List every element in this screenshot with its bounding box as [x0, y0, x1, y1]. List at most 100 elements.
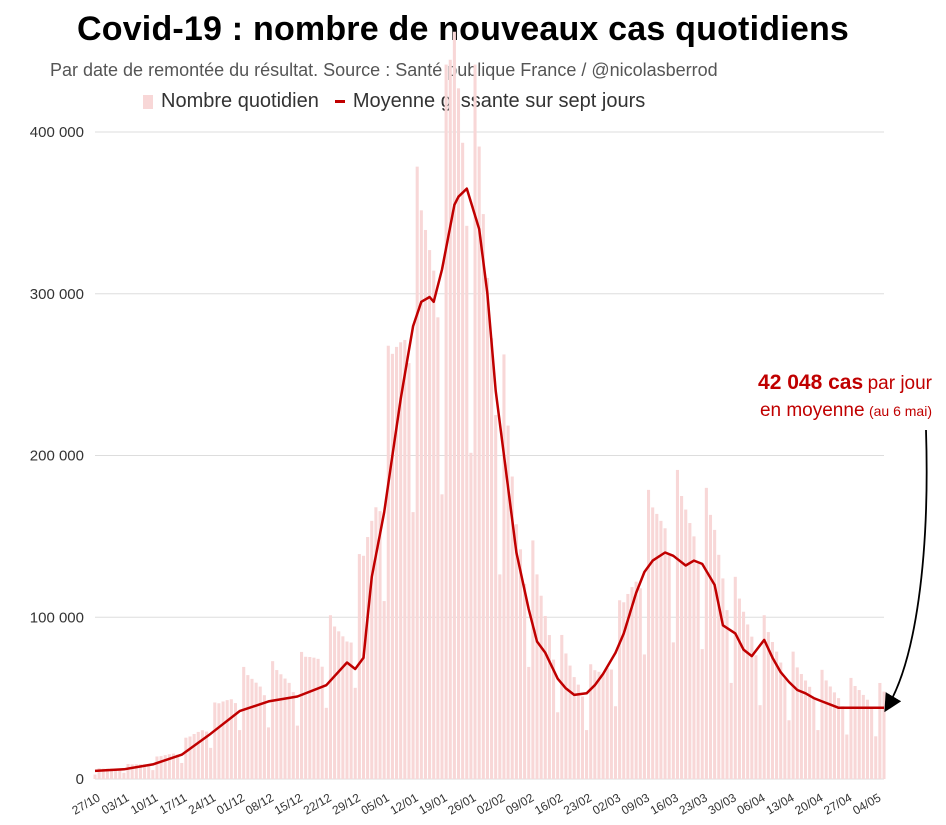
- daily-bar: [171, 753, 176, 779]
- daily-bar: [114, 768, 118, 779]
- daily-bar: [341, 636, 345, 779]
- daily-bar: [262, 695, 266, 779]
- daily-bar: [300, 651, 304, 779]
- daily-bar: [122, 772, 126, 779]
- daily-bar: [527, 666, 531, 779]
- x-tick-label: 05/01: [359, 790, 392, 817]
- daily-bar: [361, 555, 366, 779]
- x-tick-label: 27/10: [69, 790, 102, 817]
- daily-bar: [663, 528, 667, 779]
- daily-bar: [308, 656, 312, 779]
- daily-bar: [828, 686, 832, 779]
- daily-bar: [217, 703, 221, 779]
- daily-bar: [680, 495, 684, 779]
- daily-bar: [176, 754, 180, 779]
- daily-bar: [585, 730, 589, 779]
- daily-bar: [708, 514, 713, 779]
- daily-bar: [775, 651, 779, 779]
- daily-bar: [853, 685, 857, 779]
- daily-bar: [849, 677, 853, 779]
- daily-bar: [518, 549, 523, 779]
- daily-bar: [242, 666, 246, 779]
- x-tick-label: 29/12: [330, 790, 363, 817]
- x-tick-label: 27/04: [821, 790, 854, 817]
- x-tick-label: 17/11: [157, 790, 190, 817]
- daily-bar: [568, 665, 572, 779]
- daily-bar: [357, 554, 361, 779]
- x-tick-label: 24/11: [186, 790, 219, 817]
- daily-bar: [238, 730, 242, 779]
- daily-bar: [452, 31, 456, 779]
- daily-bar: [779, 662, 783, 779]
- daily-bar: [349, 642, 353, 779]
- daily-bar: [746, 624, 750, 779]
- daily-bar: [737, 598, 741, 779]
- daily-bar: [770, 641, 775, 779]
- x-tick-label: 06/04: [735, 790, 768, 817]
- y-tick-label: 100 000: [30, 609, 84, 626]
- daily-bar: [688, 523, 692, 779]
- daily-bar: [163, 755, 167, 779]
- daily-bar: [390, 353, 394, 779]
- daily-bar: [151, 770, 155, 779]
- legend-bar-label: Nombre quotidien: [161, 90, 319, 112]
- daily-bar: [642, 654, 646, 779]
- daily-bar: [138, 764, 142, 779]
- daily-bar: [423, 229, 428, 779]
- daily-bar: [233, 703, 237, 779]
- x-tick-label: 04/05: [850, 790, 883, 817]
- daily-bar: [572, 677, 576, 779]
- x-tick-label: 03/11: [99, 790, 132, 817]
- daily-bar: [271, 661, 275, 779]
- daily-bar: [634, 581, 638, 779]
- daily-bar: [345, 641, 349, 779]
- x-tick-label: 26/01: [445, 790, 478, 817]
- daily-bar: [791, 651, 795, 779]
- daily-bar: [118, 769, 122, 779]
- legend-bar-swatch: [143, 94, 153, 109]
- daily-bar: [196, 731, 200, 779]
- daily-bar: [494, 415, 498, 779]
- daily-bar: [213, 702, 217, 779]
- daily-bar: [601, 673, 605, 779]
- daily-bar: [799, 674, 803, 779]
- daily-bar: [638, 588, 642, 779]
- daily-bar: [803, 680, 808, 779]
- daily-bar: [717, 554, 721, 779]
- daily-bar: [337, 631, 341, 779]
- daily-bar: [320, 666, 324, 779]
- daily-bar: [258, 686, 262, 779]
- daily-bar: [105, 768, 109, 779]
- y-tick-label: 0: [76, 771, 84, 788]
- daily-bar: [192, 734, 196, 779]
- daily-bar: [506, 425, 510, 779]
- daily-bar: [502, 354, 506, 779]
- daily-bar: [266, 727, 271, 779]
- daily-bar: [556, 712, 560, 779]
- daily-bar: [531, 540, 535, 779]
- daily-bar: [498, 574, 502, 779]
- daily-bar: [304, 656, 308, 779]
- chart-title: Covid-19 : nombre de nouveaux cas quotid…: [76, 10, 850, 48]
- daily-bar: [155, 756, 159, 779]
- daily-bar: [692, 536, 696, 779]
- legend-line-swatch: [334, 100, 345, 103]
- daily-bar: [700, 649, 704, 779]
- daily-bar: [861, 694, 865, 779]
- daily-bar: [283, 678, 287, 779]
- daily-bar: [742, 611, 746, 779]
- daily-bar: [180, 762, 184, 779]
- daily-bar: [295, 725, 299, 779]
- daily-bar: [729, 682, 733, 779]
- x-tick-label: 12/01: [388, 790, 421, 817]
- daily-bar: [254, 682, 258, 779]
- x-tick-label: 30/03: [706, 790, 739, 817]
- daily-bar: [485, 277, 489, 779]
- y-axis: 0 100 000 200 000 300 000 400 000: [30, 124, 84, 788]
- daily-bar: [845, 734, 849, 779]
- daily-bar: [696, 563, 700, 779]
- chart-subtitle: Par date de remontée du résultat. Source…: [50, 60, 718, 80]
- daily-bar: [93, 774, 97, 779]
- daily-bar: [403, 339, 407, 779]
- daily-bar: [795, 667, 799, 779]
